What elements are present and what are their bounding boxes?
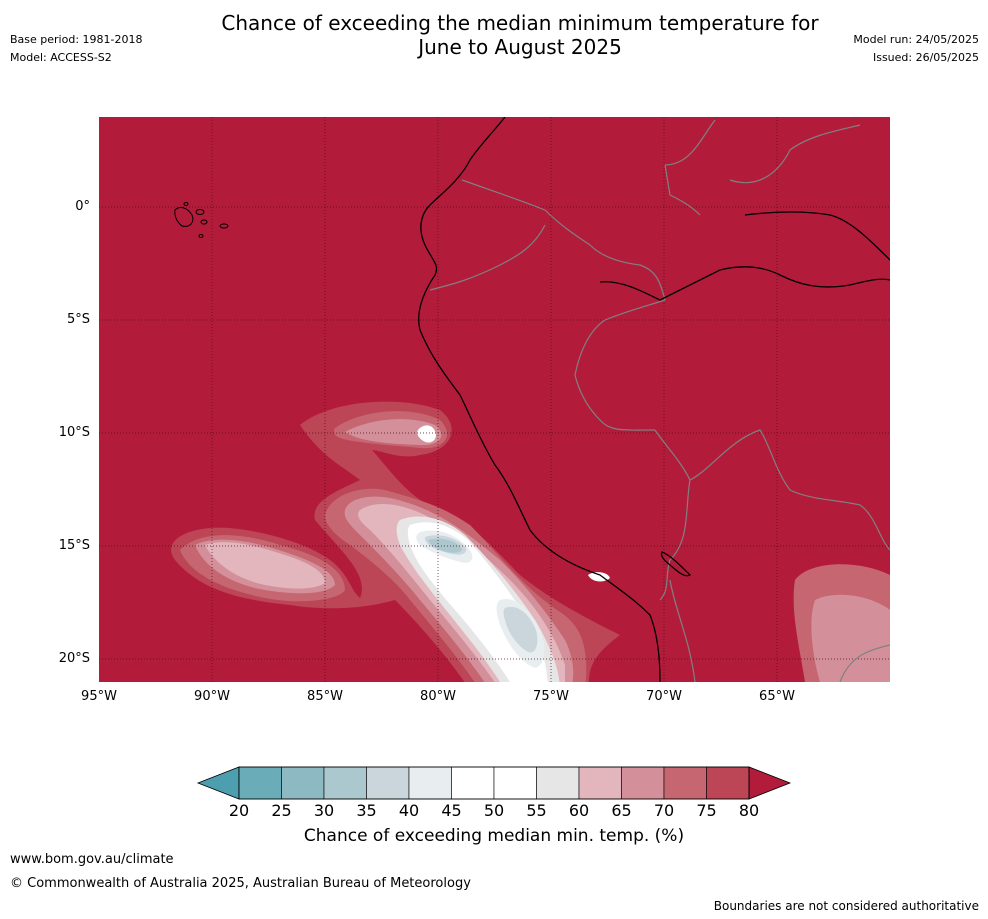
amazon-river (599, 266, 890, 301)
lon-label-75w: 75°W (533, 689, 569, 704)
probability-contours (171, 401, 890, 682)
colorbar-segment (493, 766, 537, 800)
colorbar-segment (366, 766, 410, 800)
colorbar-segment (536, 766, 580, 800)
lon-label-65w: 65°W (759, 689, 795, 704)
colorbar-label: Chance of exceeding median min. temp. (%… (303, 826, 685, 846)
colorbar-tick-label: 80 (738, 801, 760, 820)
colorbar-tick-label: 35 (356, 801, 377, 820)
colorbar-tick-label: 45 (441, 801, 462, 820)
coastlines (418, 117, 890, 682)
colorbar-tick-label: 20 (228, 801, 250, 820)
colorbar-segment (323, 766, 367, 800)
colorbar-tick-label: 40 (398, 801, 420, 820)
colorbar-segment (451, 766, 495, 800)
colorbar-segment (706, 766, 750, 800)
colorbar-tick-label: 75 (696, 801, 717, 820)
colorbar-segments (238, 766, 750, 800)
colorbar-segment (578, 766, 622, 800)
chart-title: Chance of exceeding the median minimum t… (0, 11, 988, 59)
country-borders (429, 119, 890, 682)
graticule (99, 117, 890, 682)
colorbar-tick-label: 55 (526, 801, 547, 820)
contour-se-inner (811, 594, 890, 682)
lon-label-80w: 80°W (420, 689, 456, 704)
colorbar-segment (621, 766, 665, 800)
colorbar-tick-label: 25 (271, 801, 292, 820)
colorbar (196, 766, 792, 800)
colorbar-tick-label: 70 (653, 801, 675, 820)
boundaries-disclaimer: Boundaries are not considered authoritat… (713, 899, 979, 913)
lon-label-90w: 90°W (194, 689, 230, 704)
lon-label-95w: 95°W (81, 689, 117, 704)
pacific-coast (418, 117, 661, 682)
colorbar-segment (281, 766, 325, 800)
model-run-date: Model run: 24/05/2025 (853, 33, 979, 46)
lat-label-5s: 5°S (66, 312, 90, 327)
lat-label-15s: 15°S (58, 538, 90, 553)
base-period: Base period: 1981-2018 (10, 33, 143, 46)
colorbar-frame (238, 766, 750, 800)
lat-label-10s: 10°S (58, 425, 90, 440)
issued-date: Issued: 26/05/2025 (872, 51, 979, 64)
colorbar-tick-label: 65 (611, 801, 632, 820)
footer-copyright: © Commonwealth of Australia 2025, Austra… (10, 876, 471, 891)
colorbar-tick-label: 50 (483, 801, 505, 820)
colorbar-tick-label: 30 (313, 801, 335, 820)
lon-label-70w: 70°W (646, 689, 682, 704)
lat-label-0: 0° (75, 199, 90, 214)
colorbar-segment (663, 766, 707, 800)
contour-35 (425, 535, 538, 653)
colorbar-tick-label: 60 (568, 801, 590, 820)
lat-label-20s: 20°S (58, 651, 90, 666)
lake-titicaca (660, 551, 692, 577)
title-line-2: June to August 2025 (418, 35, 622, 59)
lon-label-85w: 85°W (307, 689, 343, 704)
map-area (99, 117, 890, 682)
northern-coast (744, 211, 890, 261)
model-name: Model: ACCESS-S2 (10, 51, 112, 64)
colorbar-high-extend (748, 766, 792, 800)
colorbar-segment (408, 766, 452, 800)
footer-url[interactable]: www.bom.gov.au/climate (10, 852, 174, 867)
colorbar-segment (238, 766, 282, 800)
colorbar-low-extend (196, 766, 240, 800)
galapagos-islands (174, 202, 229, 238)
title-line-1: Chance of exceeding the median minimum t… (221, 11, 819, 35)
